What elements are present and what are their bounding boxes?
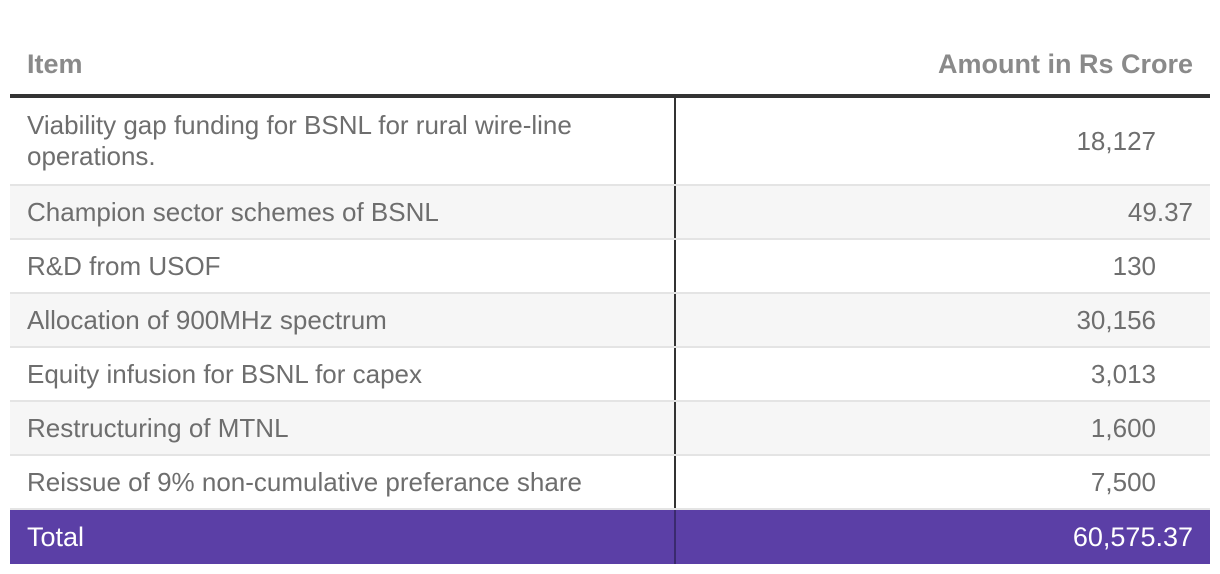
data-table: Item Amount in Rs Crore Viability gap fu… [10, 40, 1210, 564]
item-cell: Allocation of 900MHz spectrum [10, 294, 676, 346]
amount-cell: 7,500 [1090, 466, 1156, 497]
total-label: Total [10, 510, 676, 564]
item-cell: Restructuring of MTNL [10, 402, 676, 454]
amount-cell: 30,156 [1076, 304, 1156, 335]
amount-cell: 18,127 [1076, 125, 1156, 156]
item-cell: Viability gap funding for BSNL for rural… [10, 98, 676, 184]
amount-cell: 1,600 [1090, 412, 1156, 443]
item-cell: Equity infusion for BSNL for capex [10, 348, 676, 400]
table-row: Reissue of 9% non-cumulative preferance … [10, 456, 1210, 510]
column-header-amount: Amount in Rs Crore [937, 49, 1193, 79]
amount-cell: 49.37 [1127, 196, 1193, 227]
total-row: Total 60,575.37 [10, 510, 1210, 564]
item-cell: R&D from USOF [10, 240, 676, 292]
table-row: Equity infusion for BSNL for capex 3,013 [10, 348, 1210, 402]
table-row: Allocation of 900MHz spectrum 30,156 [10, 294, 1210, 348]
item-cell: Reissue of 9% non-cumulative preferance … [10, 456, 676, 508]
column-header-item: Item [27, 49, 83, 79]
table-row: Viability gap funding for BSNL for rural… [10, 98, 1210, 186]
total-amount: 60,575.37 [1072, 521, 1193, 552]
item-cell: Champion sector schemes of BSNL [10, 186, 676, 238]
table-row: Champion sector schemes of BSNL 49.37 [10, 186, 1210, 240]
table-header: Item Amount in Rs Crore [10, 40, 1210, 98]
amount-cell: 3,013 [1090, 358, 1156, 389]
table-row: Restructuring of MTNL 1,600 [10, 402, 1210, 456]
amount-cell: 130 [1112, 250, 1156, 281]
table-row: R&D from USOF 130 [10, 240, 1210, 294]
